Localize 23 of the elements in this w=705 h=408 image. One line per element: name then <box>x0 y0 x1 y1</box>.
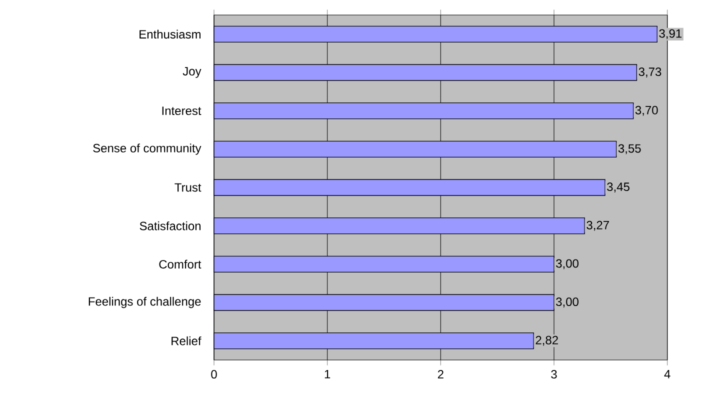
y-tick-label: Feelings of challenge <box>88 296 201 308</box>
data-label: 2,82 <box>536 336 558 346</box>
data-label: 3,45 <box>607 182 630 192</box>
y-tick-label: Sense of community <box>93 144 202 155</box>
y-tick-label: Relief <box>172 336 202 346</box>
data-label: 3,00 <box>556 298 578 308</box>
data-label: 3,00 <box>556 259 578 270</box>
y-tick-label: Comfort <box>159 260 202 269</box>
x-tick-label: 3 <box>551 370 557 379</box>
x-tick-label: 0 <box>211 370 217 379</box>
x-tick-label: 4 <box>664 370 670 378</box>
y-tick-label: Enthusiasm <box>140 30 200 39</box>
x-tick-label: 2 <box>438 370 444 378</box>
data-label: 3,73 <box>638 68 662 78</box>
data-label: 3,55 <box>618 144 641 154</box>
data-label: 3,27 <box>586 220 609 231</box>
data-label: 3,91 <box>659 29 682 40</box>
x-tick-label: 1 <box>324 370 330 378</box>
data-label: 3,70 <box>635 106 658 116</box>
y-tick-label: Interest <box>162 106 202 116</box>
y-tick-label: Joy <box>182 67 202 78</box>
y-tick-label: Satisfaction <box>140 221 201 230</box>
y-tick-label: Trust <box>174 183 202 192</box>
